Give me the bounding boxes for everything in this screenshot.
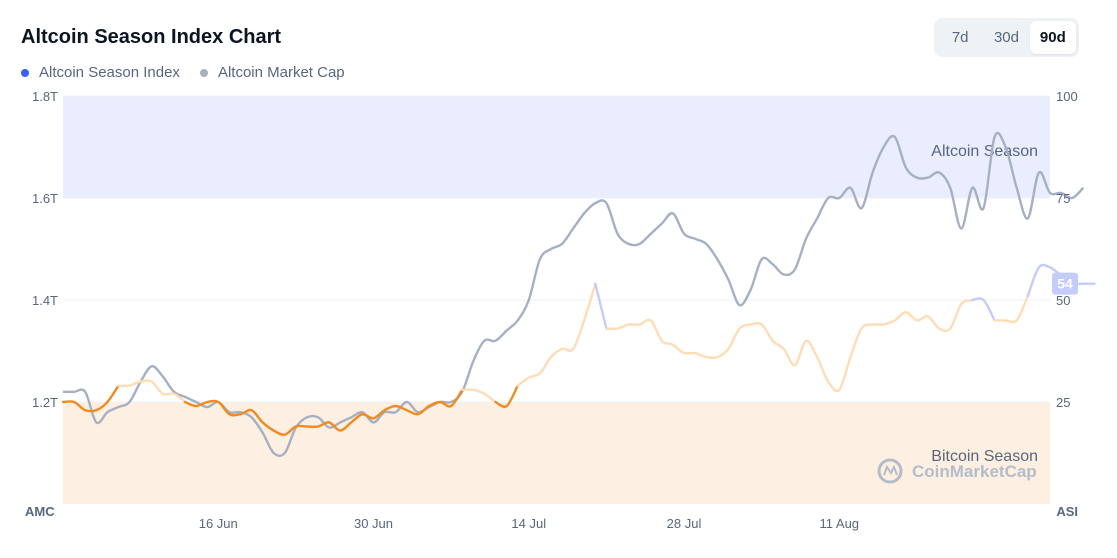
right-axis-corner-label: ASI [1056, 504, 1078, 519]
asi-line-segment [516, 282, 597, 387]
range-7d-button[interactable]: 7d [951, 29, 969, 46]
legend-dot-asi [21, 68, 29, 77]
current-index-value: 54 [1057, 276, 1073, 292]
chart-legend: Altcoin Season Index Altcoin Market Cap [21, 64, 345, 81]
x-axis-tick-label: 28 Jul [667, 516, 702, 531]
watermark-text: CoinMarketCap [912, 462, 1037, 481]
series-market-cap [63, 131, 1085, 458]
asi-line-segment [605, 298, 974, 393]
right-axis-tick-label: 25 [1056, 395, 1070, 410]
asi-line-segment [594, 282, 608, 330]
watermark: CoinMarketCap [877, 458, 1037, 484]
asi-line-segment [494, 384, 519, 408]
legend-label-asi: Altcoin Season Index [39, 64, 180, 81]
asi-line-segment [61, 384, 120, 413]
legend-label-market-cap: Altcoin Market Cap [217, 64, 345, 81]
market-cap-line [63, 131, 1085, 458]
legend-item-market-cap[interactable]: Altcoin Market Cap [199, 64, 345, 81]
x-axis: 16 Jun 30 Jun 14 Jul 28 Jul 11 Aug [199, 516, 859, 531]
current-index-badge: 54 [1052, 272, 1078, 295]
bitcoin-season-label: Bitcoin Season [931, 448, 1038, 465]
range-30d-button[interactable]: 30d [993, 29, 1019, 46]
legend-dot-market-cap [199, 68, 208, 77]
range-90d-button[interactable]: 90d [1029, 21, 1076, 54]
left-axis-tick-label: 1.4T [32, 293, 58, 308]
asi-line-segment [117, 379, 187, 404]
altcoin-season-zone [63, 96, 1050, 198]
left-axis-corner-label: AMC [25, 504, 55, 519]
right-axis-tick-label: 50 [1056, 293, 1070, 308]
left-axis-tick-label: 1.6T [32, 191, 58, 206]
grid-lines [63, 95, 1050, 403]
right-axis-tick-label: 100 [1056, 89, 1078, 104]
asi-line-segment [183, 388, 464, 436]
x-axis-tick-label: 14 Jul [511, 516, 546, 531]
coinmarketcap-logo-icon [877, 458, 903, 484]
time-range-selector: 7d 30d 90d [934, 18, 1079, 57]
asi-line-segment [993, 294, 1029, 324]
coinmarketcap-logo-mark-icon [883, 464, 898, 476]
asi-line-segment [971, 297, 996, 322]
bitcoin-season-zone [63, 402, 1050, 504]
right-axis-tick-label: 75 [1056, 191, 1070, 206]
left-axis-tick-label: 1.8T [32, 89, 58, 104]
current-index-badge-bg [1052, 272, 1078, 295]
chart-title: Altcoin Season Index Chart [21, 26, 282, 48]
left-axis-tick-label: 1.2T [32, 395, 58, 410]
legend-item-asi[interactable]: Altcoin Season Index [21, 64, 180, 81]
x-axis-tick-label: 30 Jun [354, 516, 393, 531]
asi-line-segment [461, 388, 497, 404]
altcoin-season-label: Altcoin Season [931, 143, 1038, 160]
x-axis-tick-label: 11 Aug [820, 516, 860, 531]
right-axis: 25 50 75 100 [1056, 89, 1078, 410]
x-axis-tick-label: 16 Jun [199, 516, 238, 531]
left-axis: 1.2T 1.4T 1.6T 1.8T [32, 89, 58, 410]
